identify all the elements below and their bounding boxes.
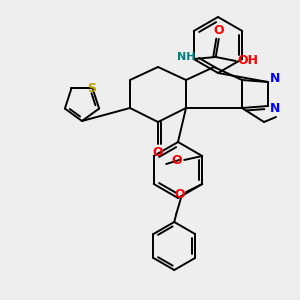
Text: NH: NH — [177, 52, 195, 62]
Text: O: O — [171, 154, 181, 167]
Text: OH: OH — [237, 55, 258, 68]
Text: O: O — [153, 146, 163, 158]
Text: O: O — [174, 188, 184, 202]
Text: N: N — [270, 73, 280, 85]
Text: O: O — [213, 23, 224, 37]
Text: N: N — [270, 101, 280, 115]
Text: S: S — [87, 82, 96, 95]
